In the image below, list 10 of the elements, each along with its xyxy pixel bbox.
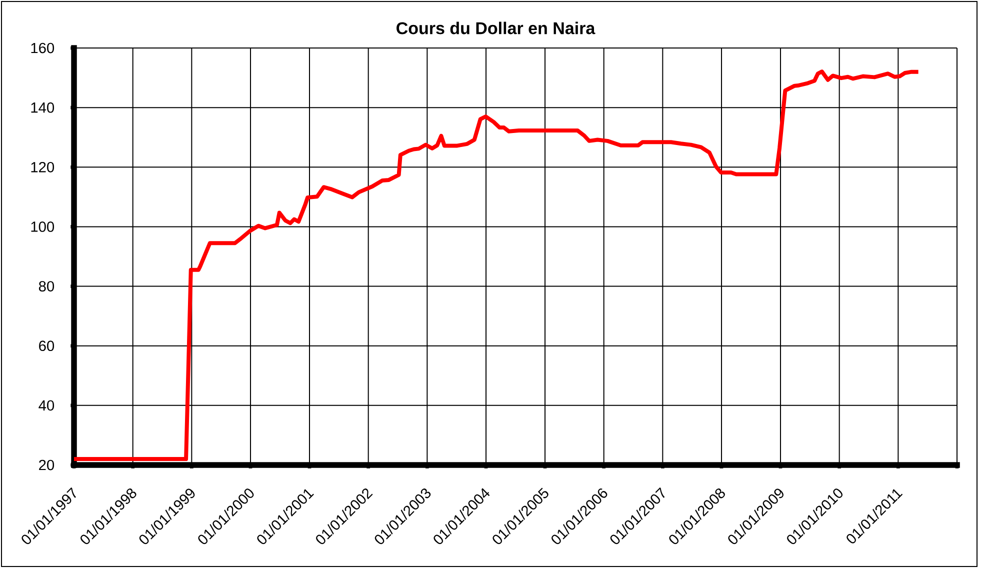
y-tick-label: 40	[38, 400, 54, 411]
y-tick-label: 20	[39, 460, 54, 470]
y-tick-label: 100	[31, 222, 54, 232]
line-series	[74, 70, 920, 462]
y-tick-label: 80	[38, 281, 54, 292]
y-tick-label: 160	[31, 42, 54, 54]
y-tick-label: 120	[31, 162, 54, 172]
y-tick-label: 60	[39, 340, 54, 352]
chart-title: Cours du Dollar en Naira	[396, 22, 596, 34]
y-tick-label: 140	[31, 102, 54, 113]
